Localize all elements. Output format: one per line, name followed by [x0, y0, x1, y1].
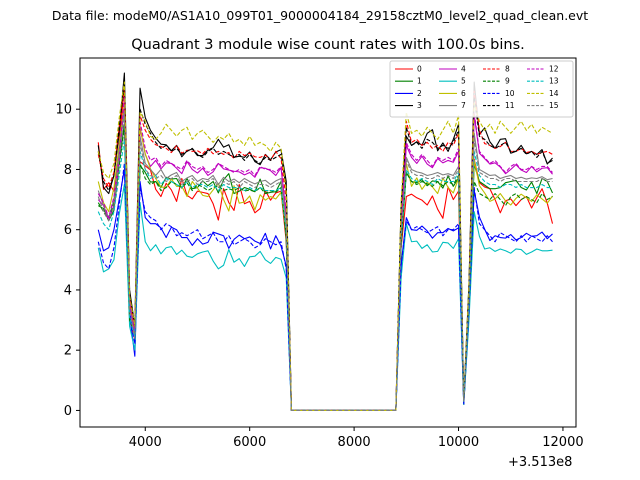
legend-label-0: 0 — [417, 65, 422, 74]
x-tick-label: 6000 — [233, 435, 266, 450]
series-line-15 — [97, 114, 553, 411]
legend-label-14: 14 — [549, 89, 559, 98]
y-axis-ticks: 0 2 4 6 8 10 — [55, 103, 80, 419]
series-line-14 — [97, 81, 553, 411]
chart-title: Quadrant 3 module wise count rates with … — [131, 37, 525, 53]
x-axis-ticks: 4000 6000 8000 10000 12000 — [129, 427, 584, 450]
legend-label-3: 3 — [417, 101, 422, 110]
legend-label-8: 8 — [505, 65, 510, 74]
chart-suptitle: Data file: modeM0/AS1A10_099T01_90000041… — [52, 8, 588, 23]
legend-label-4: 4 — [461, 65, 466, 74]
x-tick-label: 12000 — [542, 435, 583, 450]
y-tick-label: 6 — [64, 223, 72, 238]
y-tick-label: 10 — [55, 103, 72, 118]
legend-label-12: 12 — [549, 65, 559, 74]
legend-label-11: 11 — [505, 101, 515, 110]
legend-box — [389, 60, 574, 118]
y-tick-label: 8 — [64, 163, 72, 178]
legend-label-1: 1 — [417, 77, 422, 86]
y-tick-label: 2 — [64, 344, 72, 359]
legend-label-9: 9 — [505, 77, 510, 86]
x-axis-offset-label: +3.513e8 — [508, 455, 572, 470]
legend-label-15: 15 — [549, 101, 559, 110]
legend-label-5: 5 — [461, 77, 466, 86]
x-tick-label: 4000 — [129, 435, 162, 450]
y-tick-label: 4 — [64, 283, 72, 298]
legend-label-6: 6 — [461, 89, 466, 98]
x-tick-label: 8000 — [338, 435, 371, 450]
y-tick-label: 0 — [64, 404, 72, 419]
series-line-13 — [97, 138, 553, 411]
x-tick-label: 10000 — [438, 435, 479, 450]
legend-label-2: 2 — [417, 89, 422, 98]
axes-frame — [79, 57, 577, 428]
legend-label-7: 7 — [461, 101, 466, 110]
legend-label-13: 13 — [549, 77, 559, 86]
legend-label-10: 10 — [505, 89, 515, 98]
